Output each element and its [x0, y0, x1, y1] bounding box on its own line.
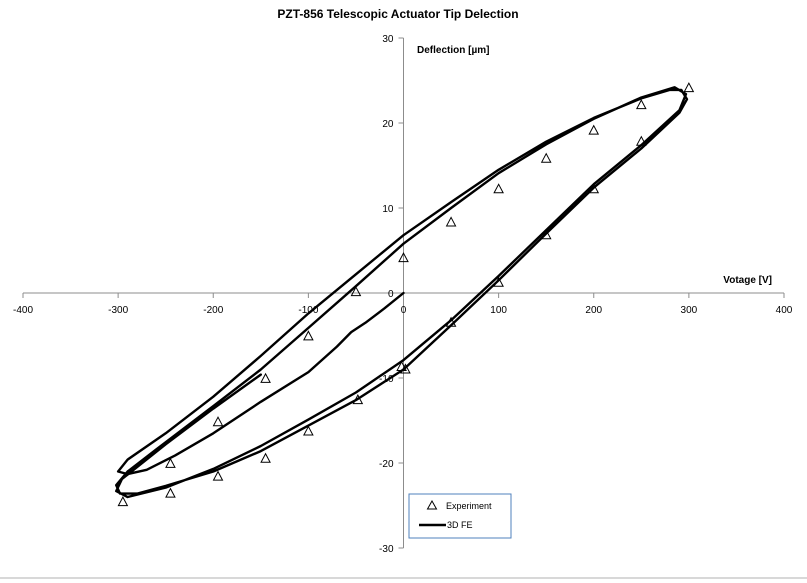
x-tick-label: 0 — [401, 305, 407, 316]
legend-box — [408, 493, 512, 539]
y-tick-label: 30 — [382, 34, 394, 45]
experiment-point — [445, 316, 457, 327]
x-tick-label: -200 — [203, 305, 223, 316]
experiment-point — [396, 360, 407, 371]
x-tick-label: 400 — [776, 305, 793, 316]
x-tick-label: -300 — [108, 305, 128, 316]
experiment-point — [683, 82, 695, 93]
x-tick-label: 200 — [585, 305, 602, 316]
series-3d-fe — [115, 86, 689, 499]
experiment-point — [445, 216, 457, 227]
fe-curve — [115, 86, 689, 499]
x-axis-label: Votage [V] — [723, 275, 772, 286]
x-axis-ticks: -400 -300 -200 -100 0 100 200 300 400 — [13, 293, 793, 316]
experiment-point — [117, 496, 129, 507]
chart-title: PZT-856 Telescopic Actuator Tip Delectio… — [277, 7, 518, 21]
x-tick-label: 100 — [490, 305, 507, 316]
experiment-point — [212, 416, 224, 427]
y-tick-label: -30 — [379, 544, 394, 555]
experiment-point — [540, 152, 552, 163]
experiment-point — [588, 124, 600, 135]
y-axis-label: Deflection [µm] — [417, 45, 489, 56]
experiment-point — [260, 452, 271, 463]
legend-experiment-marker — [426, 499, 438, 510]
legend: Experiment 3D FE — [408, 493, 512, 539]
experiment-point — [540, 229, 552, 240]
experiment-point — [588, 183, 600, 194]
legend-experiment-label: Experiment — [446, 501, 492, 511]
x-tick-label: -400 — [13, 305, 33, 316]
experiment-point — [493, 183, 504, 194]
y-tick-label: 10 — [382, 204, 394, 215]
legend-3d-fe-label: 3D FE — [447, 520, 473, 530]
y-tick-label: 0 — [388, 289, 394, 300]
x-tick-label: -100 — [298, 305, 318, 316]
experiment-point — [303, 330, 314, 341]
experiment-point — [635, 135, 647, 146]
y-tick-label: 20 — [382, 119, 394, 130]
series-experiment — [117, 82, 695, 507]
experiment-point — [260, 372, 271, 383]
experiment-point — [350, 286, 362, 297]
x-tick-label: 300 — [681, 305, 698, 316]
experiment-point — [165, 457, 176, 468]
experiment-point — [398, 252, 409, 263]
y-tick-label: -20 — [379, 459, 394, 470]
experiment-point — [303, 425, 314, 436]
experiment-point — [165, 487, 176, 498]
experiment-point — [635, 99, 647, 110]
experiment-point — [352, 394, 364, 405]
experiment-point — [400, 363, 411, 374]
experiment-point — [493, 276, 504, 287]
experiment-point — [212, 470, 224, 481]
